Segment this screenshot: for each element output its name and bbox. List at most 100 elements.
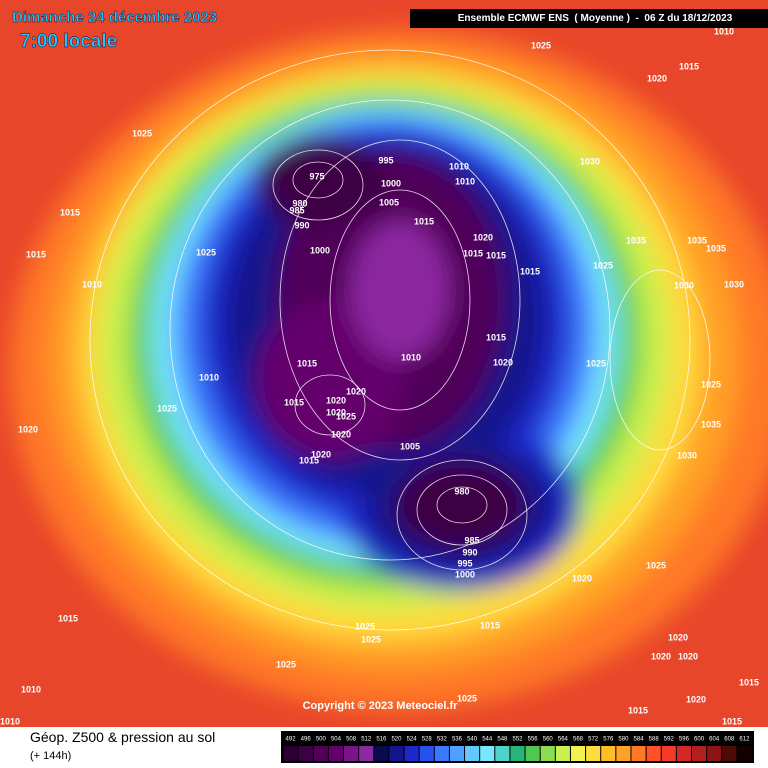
pressure-label: 1030 — [677, 450, 697, 460]
pressure-label: 980 — [454, 486, 469, 496]
colorbar-tick-label: 552 — [512, 737, 523, 743]
pressure-label: 1020 — [331, 429, 351, 439]
pressure-label: 1020 — [678, 651, 698, 661]
colorbar-tick-label: 508 — [346, 737, 357, 743]
pressure-label: 1025 — [276, 659, 296, 669]
colorbar-cell — [525, 746, 540, 761]
pressure-label: 1020 — [668, 632, 688, 642]
colorbar-cell — [707, 746, 722, 761]
pressure-label: 1035 — [706, 243, 726, 253]
colorbar-tick-label: 536 — [452, 737, 463, 743]
colorbar-cell — [495, 746, 510, 761]
pressure-label: 1010 — [199, 372, 219, 382]
pressure-label: 1025 — [701, 379, 721, 389]
colorbar-cell — [328, 746, 344, 761]
pressure-label: 1015 — [486, 332, 506, 342]
pressure-label: 985 — [289, 205, 304, 215]
colorbar-tick-label: 592 — [664, 737, 675, 743]
colorbar-tick-label: 568 — [573, 737, 584, 743]
pressure-label: 1025 — [646, 560, 666, 570]
colorbar-tick-label: 500 — [316, 737, 327, 743]
pressure-label: 1015 — [414, 216, 434, 226]
colorbar-tick-label: 544 — [482, 737, 493, 743]
pressure-label: 1010 — [455, 176, 475, 186]
colorbar-tick-label: 600 — [694, 737, 705, 743]
pressure-labels: 1025101010151020102597599510101010100098… — [0, 26, 759, 726]
pressure-label: 1020 — [647, 73, 667, 83]
pressure-label: 1025 — [132, 128, 152, 138]
colorbar-cell — [737, 746, 752, 761]
colorbar-cell — [283, 746, 298, 761]
pressure-label: 1020 — [18, 424, 38, 434]
pressure-label: 1000 — [310, 245, 330, 255]
pressure-label: 1015 — [679, 61, 699, 71]
pressure-label: 1020 — [651, 651, 671, 661]
colorbar-tick-label: 528 — [422, 737, 433, 743]
colorbar-tick-label: 612 — [739, 737, 750, 743]
colorbar-tick-label: 580 — [618, 737, 629, 743]
pressure-label: 1010 — [82, 279, 102, 289]
colorbar-cell — [344, 746, 359, 761]
pressure-label: 1020 — [493, 357, 513, 367]
colorbar-cell — [510, 746, 525, 761]
pressure-label: 990 — [294, 220, 309, 230]
pressure-label: 1025 — [336, 411, 356, 421]
pressure-label: 1015 — [520, 266, 540, 276]
colorbar-tick-label: 556 — [528, 737, 539, 743]
colorbar-tick-label: 548 — [497, 737, 508, 743]
pressure-label: 1015 — [739, 677, 759, 687]
colorbar-cell — [434, 746, 449, 761]
pressure-label: 1020 — [326, 395, 346, 405]
pressure-label: 1025 — [157, 403, 177, 413]
pressure-label: 1015 — [480, 620, 500, 630]
pressure-label: 1020 — [326, 407, 346, 417]
pressure-label: 1005 — [400, 441, 420, 451]
colorbar-cell — [540, 746, 555, 761]
pressure-label: 1020 — [686, 694, 706, 704]
colorbar-tick-label: 596 — [679, 737, 690, 743]
colorbar-tick-label: 496 — [301, 737, 312, 743]
lead-time: (+ 144h) — [30, 750, 71, 762]
colorbar-tick-label: 532 — [437, 737, 448, 743]
colorbar-tick-label: 504 — [331, 737, 342, 743]
pressure-label: 1030 — [674, 280, 694, 290]
colorbar-tick-label: 584 — [634, 737, 645, 743]
header-box — [410, 9, 768, 28]
colorbar-tick-label: 588 — [649, 737, 660, 743]
pressure-label: 1035 — [701, 419, 721, 429]
colorbar-tick-label: 520 — [391, 737, 402, 743]
date-label: Dimanche 24 décembre 2023 — [12, 9, 217, 26]
pressure-label: 1020 — [346, 386, 366, 396]
pressure-label: 1015 — [722, 716, 742, 726]
pressure-label: 1025 — [531, 40, 551, 50]
colorbar-cell — [404, 746, 419, 761]
pressure-label: 1025 — [593, 260, 613, 270]
pressure-label: 1010 — [449, 161, 469, 171]
time-label: 7:00 locale — [20, 31, 117, 52]
pressure-label: 1025 — [355, 621, 375, 631]
colorbar-cell — [298, 746, 313, 761]
pressure-label: 1015 — [486, 250, 506, 260]
pressure-label: 980 — [292, 198, 307, 208]
model-label: Ensemble ECMWF ENS ( Moyenne ) - 06 Z du… — [458, 13, 733, 24]
colorbar-tick-label: 576 — [603, 737, 614, 743]
colorbar: 492 496 500 504 508 512 516 520 524 528 532 536 540 5… — [281, 731, 754, 763]
colorbar-cell — [419, 746, 434, 761]
colorbar-tick-label: 524 — [407, 737, 418, 743]
colorbar-cell — [661, 746, 676, 761]
colorbar-tick-label: 492 — [286, 737, 297, 743]
pressure-label: 1015 — [58, 613, 78, 623]
colorbar-tick-label: 516 — [376, 737, 387, 743]
colorbar-tick-label: 604 — [709, 737, 720, 743]
pressure-label: 1015 — [26, 249, 46, 259]
colorbar-cell — [359, 746, 374, 761]
pressure-label: 1035 — [626, 235, 646, 245]
pressure-label: 1025 — [361, 634, 381, 644]
pressure-label: 1010 — [0, 716, 20, 726]
colorbar-tick-label: 540 — [467, 737, 478, 743]
colorbar-tick-label: 560 — [543, 737, 554, 743]
colorbar-cell — [449, 746, 465, 761]
pressure-label: 1005 — [379, 197, 399, 207]
